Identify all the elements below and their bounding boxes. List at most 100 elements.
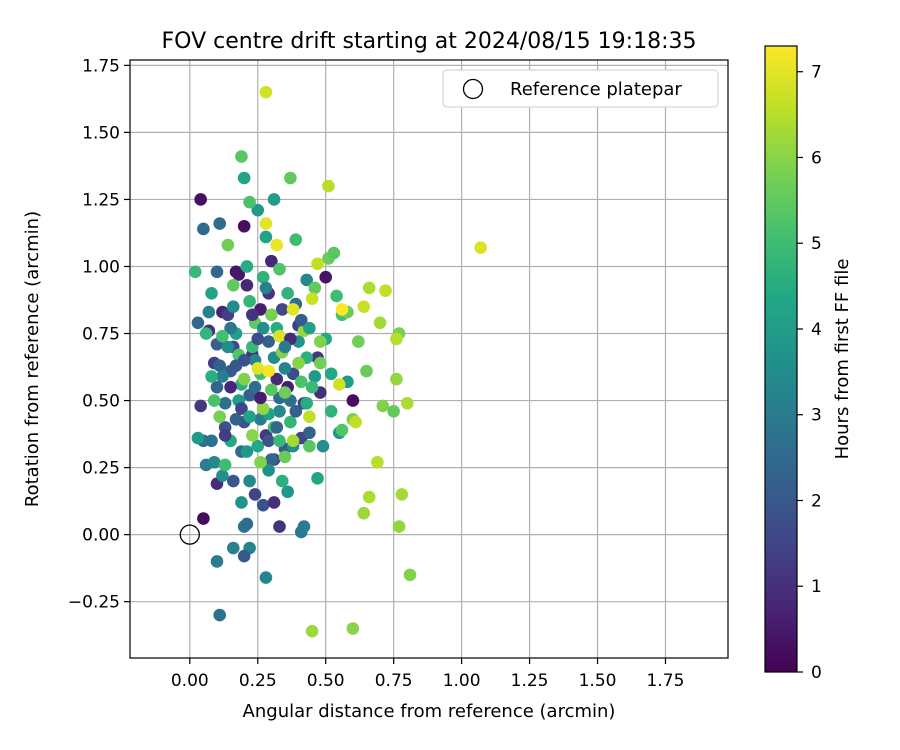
- data-point: [251, 332, 265, 346]
- y-tick-label: 1.00: [82, 257, 120, 277]
- data-point: [243, 295, 256, 308]
- y-tick-label: 1.25: [82, 190, 120, 210]
- colorbar-label: Hours from first FF file: [832, 259, 853, 460]
- data-point: [235, 496, 248, 509]
- data-point: [322, 179, 335, 193]
- data-point: [191, 431, 205, 445]
- data-point: [259, 85, 273, 99]
- data-point: [270, 372, 284, 386]
- data-point: [311, 257, 324, 271]
- x-tick-label: 1.25: [511, 671, 549, 691]
- data-point: [226, 300, 240, 314]
- data-point: [188, 265, 202, 279]
- data-point: [251, 362, 265, 375]
- chart-title: FOV centre drift starting at 2024/08/15 …: [162, 29, 697, 54]
- data-point: [305, 380, 319, 394]
- data-point: [194, 193, 207, 206]
- data-point: [237, 171, 251, 185]
- data-point: [390, 372, 403, 386]
- data-point: [218, 458, 232, 472]
- data-point: [267, 193, 281, 206]
- data-point: [248, 380, 262, 394]
- y-tick-label: 0.00: [82, 526, 120, 546]
- reference-marker: [179, 524, 200, 545]
- data-point: [474, 241, 487, 255]
- data-point: [270, 238, 284, 252]
- data-point: [237, 372, 251, 386]
- data-point: [226, 474, 240, 488]
- data-point: [278, 450, 292, 464]
- data-point: [284, 171, 297, 185]
- legend: Reference platepar: [442, 69, 719, 108]
- data-point: [335, 423, 349, 437]
- data-point: [281, 287, 294, 300]
- legend-reference-label: Reference platepar: [510, 79, 682, 100]
- data-point: [262, 335, 275, 348]
- x-tick-label: 0.50: [307, 671, 345, 691]
- colorbar-tick-label: 3: [811, 406, 822, 426]
- data-point: [262, 434, 275, 448]
- data-point: [294, 375, 308, 389]
- colorbar-tick-label: 0: [811, 663, 822, 683]
- data-point: [216, 370, 229, 383]
- data-point: [294, 313, 308, 327]
- data-point: [265, 383, 278, 397]
- data-point: [319, 270, 333, 284]
- data-point: [259, 217, 273, 230]
- data-point: [210, 380, 224, 394]
- data-point: [213, 359, 226, 373]
- data-point: [262, 463, 275, 477]
- data-point: [243, 474, 256, 488]
- data-point: [243, 410, 256, 423]
- y-tick-label: 1.50: [82, 123, 120, 143]
- y-axis-ticks: −0.25 0.00 0.25 0.50 0.75 1.00 1.25 1.50 1.75: [68, 56, 130, 613]
- x-axis-label: Angular distance from reference (arcmin): [243, 701, 616, 722]
- data-point: [197, 512, 210, 525]
- data-point: [259, 230, 273, 244]
- data-points: [188, 85, 487, 638]
- data-point: [275, 474, 289, 488]
- data-point: [229, 413, 243, 426]
- data-point: [216, 469, 229, 482]
- data-point: [205, 287, 218, 300]
- colorbar-ticks: 0 1 2 3 4 5 6 7: [797, 63, 822, 683]
- x-tick-label: 0.75: [375, 671, 413, 691]
- data-point: [273, 434, 286, 448]
- data-point: [240, 445, 254, 458]
- data-point: [218, 429, 232, 442]
- data-point: [390, 332, 403, 346]
- data-point: [300, 396, 313, 410]
- data-point: [373, 316, 387, 330]
- data-point: [237, 354, 251, 367]
- data-point: [224, 321, 237, 335]
- data-point: [278, 386, 292, 399]
- data-point: [256, 270, 270, 284]
- data-point: [259, 281, 273, 295]
- data-point: [297, 520, 311, 533]
- y-tick-label: −0.25: [68, 593, 120, 613]
- data-point: [286, 434, 300, 448]
- data-point: [235, 150, 248, 163]
- x-tick-label: 0.25: [239, 671, 277, 691]
- plot-area: [130, 60, 728, 658]
- data-point: [349, 415, 362, 429]
- data-point: [213, 217, 226, 230]
- plot-frame: [129, 59, 729, 659]
- data-point: [327, 246, 341, 260]
- y-tick-label: 0.50: [82, 392, 120, 412]
- data-point: [210, 555, 224, 568]
- data-point: [202, 305, 216, 319]
- data-point: [275, 303, 289, 316]
- data-point: [226, 278, 240, 292]
- data-point: [199, 327, 213, 340]
- legend-box: [442, 69, 719, 108]
- data-point: [357, 300, 371, 314]
- data-point: [292, 356, 305, 370]
- data-point: [284, 415, 297, 429]
- data-point: [387, 404, 400, 418]
- data-point: [330, 289, 343, 303]
- reference-point: [179, 524, 200, 545]
- data-point: [210, 265, 224, 279]
- data-point: [278, 340, 292, 354]
- data-point: [352, 335, 365, 348]
